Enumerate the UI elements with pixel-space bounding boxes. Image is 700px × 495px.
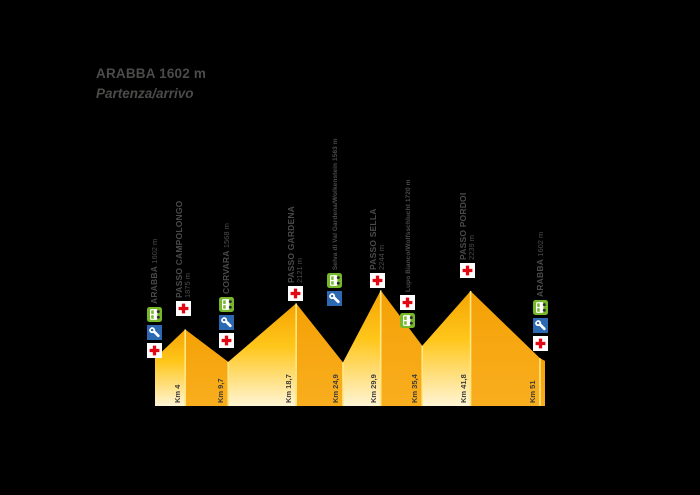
waypoint-passo-sella: PASSO SELLA 2244 m [367,208,386,288]
waypoint-elevation: 1875 m [182,272,192,298]
profile-segment [422,290,471,406]
waypoint-arabba-start: ARABBA 1602 m [146,239,163,358]
waypoint-arabba-end: ARABBA 1602 m [532,232,549,351]
waypoint-name: PASSO SELLA [367,208,378,270]
waypoint-corvara: CORVARA 1568 m [218,223,235,348]
chart-title: ARABBA 1602 m Partenza/arrivo [96,66,206,101]
waypoint-name: Selva di Val Gardena/Wolkenstein 1563 m [331,138,339,270]
profile-segment [155,329,186,406]
waypoint-elevation: 1602 m [150,238,160,264]
bus-icon [147,307,162,322]
profile-segment-end [539,358,545,406]
waypoint-passo-campolongo: PASSO CAMPOLONGO 1875 m [174,201,192,316]
km-label: Km 51 [527,380,537,403]
km-label: Km 41,8 [458,374,468,403]
wrench-icon [219,315,235,330]
first-aid-cross-icon [532,336,548,351]
km-label: Km 29,9 [368,374,378,403]
first-aid-cross-icon [288,286,304,301]
start-location-title: ARABBA 1602 m [96,66,207,81]
wrench-icon [326,291,342,306]
profile-segment [228,303,297,406]
first-aid-cross-icon [219,333,235,348]
profile-segment [470,290,540,406]
km-label: Km 35,4 [410,374,420,403]
waypoint-elevation: 2239 m [466,234,476,260]
km-label: Km 4 [173,384,183,403]
waypoint-passo-pordoi: PASSO PORDOI 2239 m [457,192,476,278]
waypoint-name: PASSO PORDOI [457,192,468,260]
km-label: Km 18,7 [284,374,294,403]
waypoint-elevation: 2121 m [294,257,304,283]
profile-segment [380,290,423,406]
start-finish-subtitle: Partenza/arrivo [96,86,194,101]
wrench-icon [532,318,548,333]
wrench-icon [147,325,162,340]
first-aid-cross-icon [459,263,475,278]
waypoint-name: ARABBA [535,256,546,297]
profile-segment [185,329,229,406]
waypoint-name: CORVARA [221,248,232,294]
first-aid-cross-icon [176,301,192,316]
waypoint-elevation: 1602 m [536,231,546,257]
bus-icon [219,297,235,312]
km-label: Km 9,7 [216,378,226,403]
waypoint-passo-gardena: PASSO GARDENA 2121 m [286,206,304,301]
waypoint-elevation: 1568 m [222,223,232,249]
bus-icon [532,300,548,315]
waypoint-name: ARABBA [149,263,160,304]
first-aid-cross-icon [400,295,416,310]
profile-segment [342,290,381,406]
waypoint-selva: Selva di Val Gardena/Wolkenstein 1563 m [326,138,343,306]
waypoint-lupo-bianco: Lupo Bianco/Wolfsschlucht 1720 m [399,179,416,328]
bus-icon [400,313,416,328]
first-aid-cross-icon [369,273,385,288]
km-label: Km 24,9 [330,374,340,403]
waypoint-name: Lupo Bianco/Wolfsschlucht 1720 m [404,179,412,292]
profile-segment [296,303,343,406]
waypoint-elevation: 2244 m [376,244,386,270]
first-aid-cross-icon [147,343,162,358]
bus-icon [326,273,342,288]
